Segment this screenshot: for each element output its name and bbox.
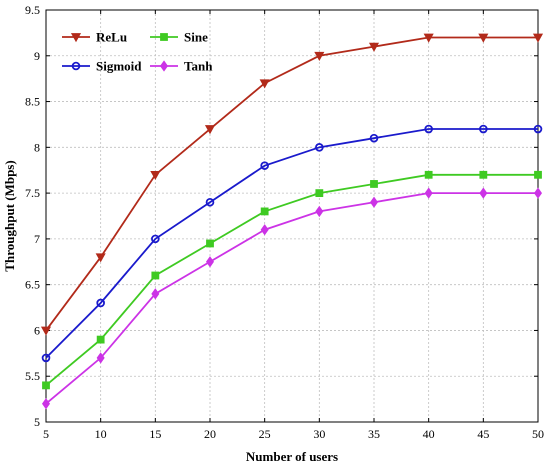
y-axis-title: Throughput (Mbps) <box>2 160 17 271</box>
data-point-sine <box>151 271 160 280</box>
data-point-sine <box>424 170 433 179</box>
legend-item-sigmoid: Sigmoid <box>62 59 142 74</box>
data-point-sigmoid <box>479 124 488 134</box>
legend-label-relu: ReLu <box>96 30 127 45</box>
data-point-relu <box>314 51 325 62</box>
data-point-sigmoid <box>96 298 105 308</box>
data-point-relu <box>478 33 489 43</box>
data-point-sine <box>260 207 269 216</box>
data-point-tanh <box>41 398 51 410</box>
legend-item-sine: Sine <box>150 30 208 45</box>
y-tick-label: 6 <box>34 323 40 337</box>
data-point-tanh <box>96 352 105 364</box>
y-tick-label: 8.5 <box>25 95 40 109</box>
series-line-sine <box>45 173 538 387</box>
y-tick-label: 5.5 <box>25 369 40 383</box>
data-point-sine <box>96 335 105 344</box>
data-point-sine <box>315 189 324 198</box>
data-point-sigmoid <box>205 197 215 207</box>
data-point-relu <box>204 125 216 135</box>
data-point-tanh <box>151 288 160 300</box>
x-tick-label: 20 <box>204 427 216 441</box>
x-tick-label: 30 <box>313 427 325 441</box>
data-point-sigmoid <box>315 143 324 152</box>
x-tick-label: 5 <box>43 427 49 441</box>
data-point-relu <box>532 33 544 43</box>
y-tick-label: 5 <box>34 415 40 429</box>
data-point-sine <box>42 381 50 390</box>
legend: ReLu Sine Sigmoid Tanh <box>62 30 213 74</box>
y-tick-label: 7.5 <box>25 186 40 200</box>
legend-marker-tanh <box>159 60 169 72</box>
data-point-sigmoid <box>424 124 433 134</box>
series-tanh <box>41 187 543 410</box>
series-layer <box>40 33 544 410</box>
x-tick-label: 45 <box>477 427 489 441</box>
data-point-tanh <box>369 196 379 208</box>
series-line-relu <box>45 36 538 331</box>
legend-marker-relu <box>70 33 82 43</box>
x-axis-title: Number of users <box>246 449 338 464</box>
y-tick-label: 8 <box>34 140 40 154</box>
data-point-sine <box>370 180 378 188</box>
legend-label-tanh: Tanh <box>184 59 213 74</box>
data-point-tanh <box>424 187 433 199</box>
x-tick-label: 15 <box>149 427 161 441</box>
legend-item-relu: ReLu <box>62 30 127 45</box>
series-relu <box>40 33 544 336</box>
data-point-sigmoid <box>260 161 269 170</box>
x-tick-label: 35 <box>368 427 380 441</box>
data-point-relu <box>95 253 106 263</box>
data-point-sine <box>479 170 488 179</box>
series-line-tanh <box>45 192 538 405</box>
legend-item-tanh: Tanh <box>150 59 213 74</box>
data-point-tanh <box>479 187 488 199</box>
x-tick-label: 25 <box>259 427 271 441</box>
series-sigmoid <box>41 124 543 363</box>
x-tick-label: 40 <box>423 427 435 441</box>
series-sine <box>42 170 542 390</box>
data-point-sine <box>206 239 214 248</box>
data-point-tanh <box>260 224 269 236</box>
plot-frame <box>45 9 539 423</box>
legend-label-sine: Sine <box>184 30 208 45</box>
legend-marker-sine <box>160 33 168 41</box>
data-point-tanh <box>205 256 215 268</box>
data-point-sine <box>534 170 542 179</box>
data-point-sigmoid <box>369 133 379 143</box>
axis-ticks: 5 10 15 20 25 30 35 40 45 50 5 5.5 6 6.5 7 7.5 8 8.5 9 9.5 <box>25 3 544 441</box>
x-tick-label: 50 <box>532 427 544 441</box>
data-point-sigmoid <box>41 353 51 363</box>
legend-label-sigmoid: Sigmoid <box>96 59 142 74</box>
y-tick-label: 7 <box>34 232 40 246</box>
y-tick-label: 9.5 <box>25 3 40 17</box>
data-point-relu <box>150 170 161 181</box>
y-tick-label: 9 <box>34 49 40 63</box>
data-point-relu <box>368 42 380 52</box>
data-point-tanh <box>533 187 543 199</box>
y-tick-label: 6.5 <box>25 278 40 292</box>
data-point-sigmoid <box>533 124 543 134</box>
series-line-sigmoid <box>45 128 538 359</box>
data-point-relu <box>423 33 434 43</box>
data-point-relu <box>259 79 270 89</box>
data-point-relu <box>40 326 52 336</box>
data-point-tanh <box>315 205 324 218</box>
legend-marker-sigmoid <box>71 61 81 71</box>
x-tick-label: 10 <box>95 427 107 441</box>
data-point-sigmoid <box>151 234 160 244</box>
